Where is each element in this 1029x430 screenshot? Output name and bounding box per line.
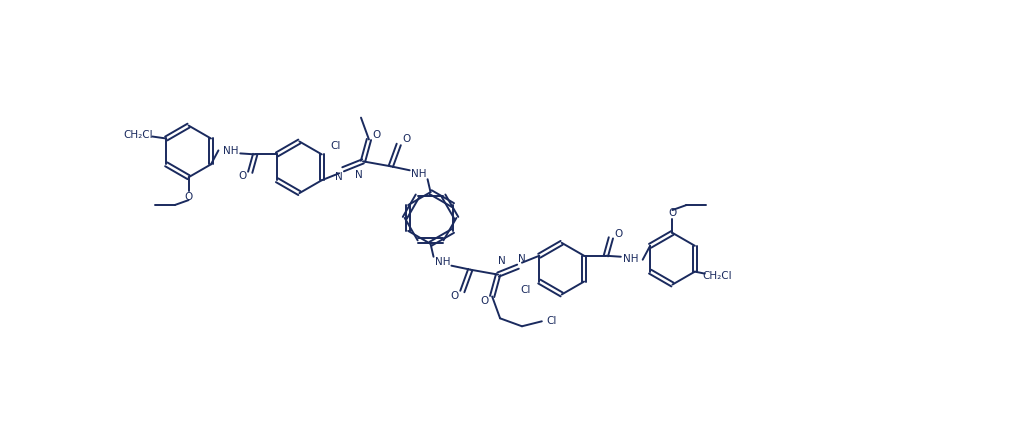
Text: NH: NH — [222, 146, 238, 157]
Text: O: O — [372, 129, 381, 139]
Text: O: O — [669, 208, 677, 218]
Text: NH: NH — [411, 169, 426, 179]
Text: O: O — [451, 292, 459, 301]
Text: NH: NH — [623, 254, 639, 264]
Text: O: O — [184, 192, 192, 202]
Text: Cl: Cl — [521, 285, 531, 295]
Text: Cl: Cl — [546, 316, 557, 326]
Text: CH₂Cl: CH₂Cl — [702, 270, 732, 281]
Text: N: N — [335, 172, 343, 182]
Text: CH₂Cl: CH₂Cl — [123, 129, 153, 139]
Text: Cl: Cl — [330, 141, 341, 151]
Text: NH: NH — [434, 257, 451, 267]
Text: O: O — [481, 296, 489, 307]
Text: N: N — [518, 254, 526, 264]
Text: O: O — [238, 171, 246, 181]
Text: O: O — [402, 135, 411, 144]
Text: N: N — [355, 170, 363, 180]
Text: O: O — [614, 229, 623, 239]
Text: N: N — [498, 256, 506, 266]
